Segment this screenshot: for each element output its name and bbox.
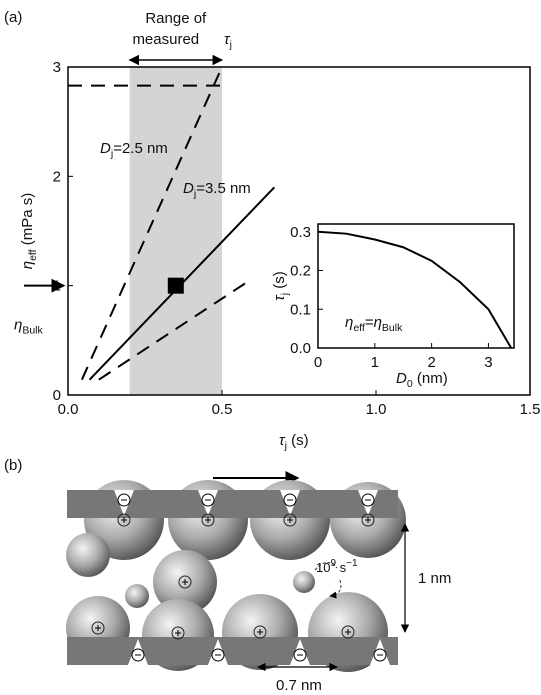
panel-label: (a) <box>4 9 22 26</box>
label-part: η <box>374 314 382 331</box>
label-part: eff <box>27 249 39 261</box>
range-label: measured <box>132 31 199 48</box>
label-part: eff <box>353 322 365 334</box>
x-tick-label: 3 <box>484 354 492 371</box>
label-part: (nm) <box>413 370 448 387</box>
y-axis-label: ηeff (mPa s) <box>19 193 39 269</box>
rate-unit: s <box>336 560 347 575</box>
y-tick-label: 2 <box>53 168 61 185</box>
ion <box>125 584 149 608</box>
y-tick-label: 0.3 <box>290 224 311 241</box>
label-part: j <box>229 39 232 51</box>
label-part: D <box>183 180 194 197</box>
y-tick-label: 0.2 <box>290 263 311 280</box>
rate-label: 109 s−1 <box>316 558 358 575</box>
figure: (a) (b) dD dt D 1 nm <box>0 0 541 695</box>
x-tick-label: 1.0 <box>366 401 387 418</box>
rate-mantissa: 10 <box>316 560 330 575</box>
range-symbol: τj <box>224 31 232 51</box>
y-tick-label: 0 <box>53 387 61 404</box>
label-part: Bulk <box>382 322 403 334</box>
label-part: η <box>19 261 36 269</box>
shaded-range <box>130 67 222 395</box>
y-tick-label: 0.1 <box>290 301 311 318</box>
label-part: (s) <box>271 271 288 293</box>
label-part: (s) <box>287 432 309 449</box>
bottom-surface <box>67 637 398 665</box>
rate-unit-exponent: −1 <box>346 558 358 569</box>
x-tick-label: 2 <box>427 354 435 371</box>
height-label: 1 nm <box>418 570 451 587</box>
range-label: Range of <box>145 10 207 27</box>
x-tick-label: 0.5 <box>212 401 233 418</box>
x-tick-label: 1.5 <box>520 401 541 418</box>
bulk-label: ηBulk <box>14 317 44 337</box>
spacing-label: 0.7 nm <box>276 677 322 694</box>
diagram-b: 1 nm 0.7 nm 109 s−1 <box>66 478 451 694</box>
y-tick-label: 0.0 <box>290 340 311 357</box>
label-part: =2.5 nm <box>113 140 168 157</box>
ion <box>66 533 110 577</box>
x-tick-label: 0 <box>314 354 322 371</box>
data-point <box>168 278 184 294</box>
ion <box>293 571 315 593</box>
y-tick-label: 3 <box>53 59 61 76</box>
label-part: η <box>14 317 22 334</box>
label-part: = <box>365 314 374 331</box>
label-part: (mPa s) <box>19 193 36 250</box>
label-part: D <box>100 140 111 157</box>
x-axis-label: τj (s) <box>279 432 309 452</box>
label-part: Bulk <box>22 325 43 337</box>
label-part: η <box>345 314 353 331</box>
label-part: D <box>396 370 407 387</box>
panel-label: (b) <box>4 457 22 474</box>
x-tick-label: 1 <box>371 354 379 371</box>
label-part: =3.5 nm <box>196 180 251 197</box>
